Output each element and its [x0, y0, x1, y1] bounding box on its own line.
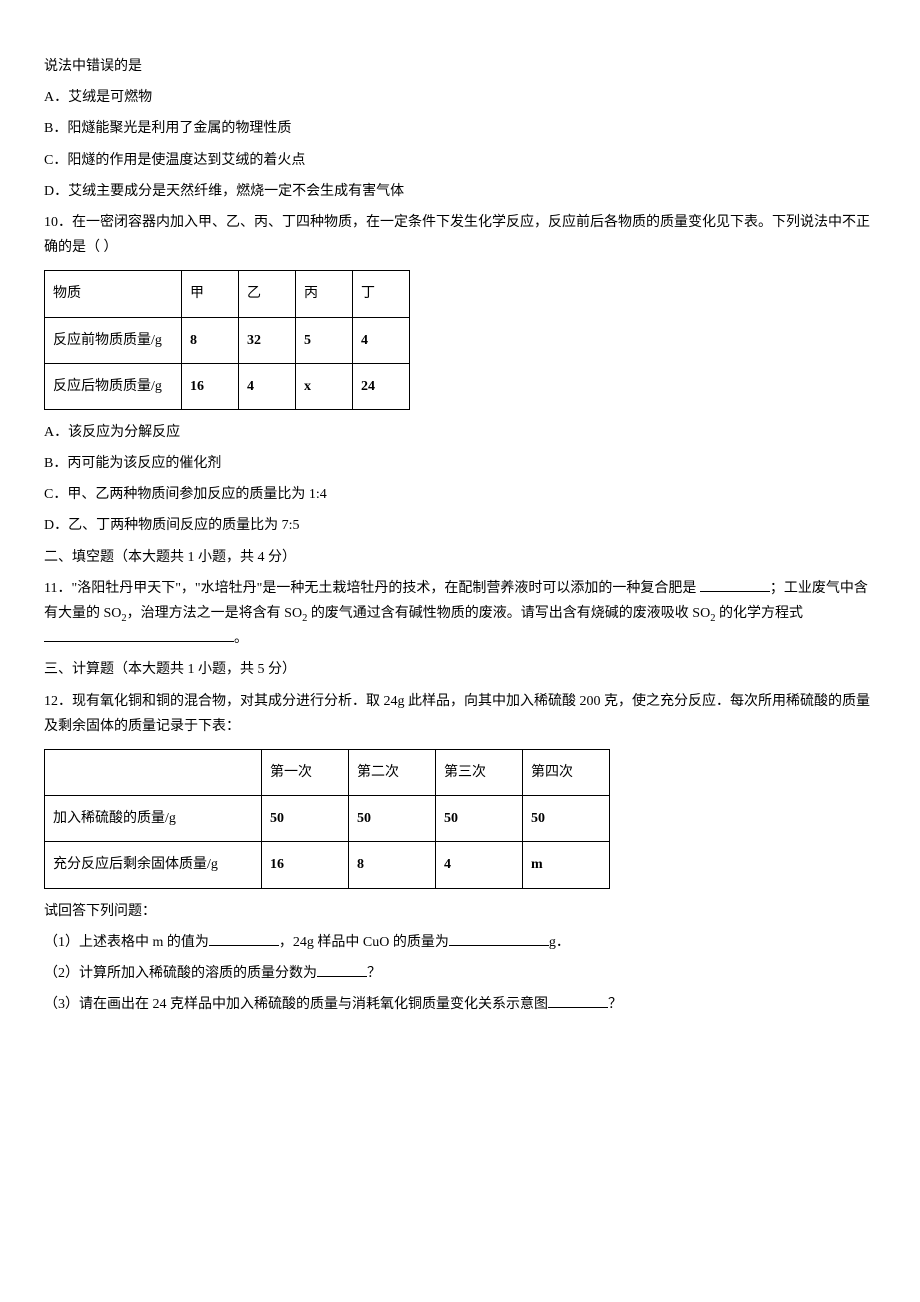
cell: 4 [353, 317, 410, 363]
cell: 24 [353, 363, 410, 409]
cell: x [296, 363, 353, 409]
q10-option-d: D．乙、丁两种物质间反应的质量比为 7:5 [44, 513, 876, 538]
q9-option-c: C．阳燧的作用是使温度达到艾绒的着火点 [44, 148, 876, 173]
q10-option-c: C．甲、乙两种物质间参加反应的质量比为 1:4 [44, 482, 876, 507]
table-row: 反应后物质质量/g 16 4 x 24 [45, 363, 410, 409]
text: ？ [608, 997, 622, 1012]
q11-part5: 的化学方程式 [715, 606, 803, 621]
q9-option-a: A．艾绒是可燃物 [44, 85, 876, 110]
cell: 50 [262, 796, 349, 842]
q11-text: 11．"洛阳牡丹甲天下"，"水培牡丹"是一种无土栽培牡丹的技术，在配制营养液时可… [44, 576, 876, 652]
text: g． [549, 935, 570, 950]
cell: 丙 [296, 271, 353, 317]
table-row: 反应前物质质量/g 8 32 5 4 [45, 317, 410, 363]
cell: 第一次 [262, 749, 349, 795]
text: （1）上述表格中 m 的值为 [44, 935, 209, 950]
q12-after: 试回答下列问题： [44, 899, 876, 924]
cell: 第四次 [523, 749, 610, 795]
q9-option-b: B．阳燧能聚光是利用了金属的物理性质 [44, 116, 876, 141]
q9-intro: 说法中错误的是 [44, 54, 876, 79]
q12-stem: 12．现有氧化铜和铜的混合物，对其成分进行分析．取 24g 此样品，向其中加入稀… [44, 689, 876, 739]
cell: 第二次 [349, 749, 436, 795]
cell: 甲 [182, 271, 239, 317]
blank [700, 591, 770, 592]
q12-table: 第一次 第二次 第三次 第四次 加入稀硫酸的质量/g 50 50 50 50 充… [44, 749, 610, 889]
cell: 反应后物质质量/g [45, 363, 182, 409]
section2-heading: 二、填空题（本大题共 1 小题，共 4 分） [44, 545, 876, 570]
text: （3）请在画出在 24 克样品中加入稀硫酸的质量与消耗氧化铜质量变化关系示意图 [44, 997, 548, 1012]
cell: 物质 [45, 271, 182, 317]
q10-stem: 10．在一密闭容器内加入甲、乙、丙、丁四种物质，在一定条件下发生化学反应，反应前… [44, 210, 876, 260]
q11-part3: ，治理方法之一是将含有 SO [127, 606, 302, 621]
cell: 丁 [353, 271, 410, 317]
q11-part4: 的废气通过含有碱性物质的废液。请写出含有烧碱的废液吸收 SO [307, 606, 710, 621]
blank [548, 1007, 608, 1008]
text: ？ [367, 966, 381, 981]
q11-part1: 11．"洛阳牡丹甲天下"，"水培牡丹"是一种无土栽培牡丹的技术，在配制营养液时可… [44, 581, 696, 596]
section3-heading: 三、计算题（本大题共 1 小题，共 5 分） [44, 657, 876, 682]
blank [44, 641, 234, 642]
cell: 反应前物质质量/g [45, 317, 182, 363]
q12-p3: （3）请在画出在 24 克样品中加入稀硫酸的质量与消耗氧化铜质量变化关系示意图 ？ [44, 992, 876, 1017]
cell: 16 [262, 842, 349, 888]
cell: 16 [182, 363, 239, 409]
cell: 充分反应后剩余固体质量/g [45, 842, 262, 888]
cell: 4 [436, 842, 523, 888]
table-row: 加入稀硫酸的质量/g 50 50 50 50 [45, 796, 610, 842]
table-row: 第一次 第二次 第三次 第四次 [45, 749, 610, 795]
q12-p2: （2）计算所加入稀硫酸的溶质的质量分数为 ？ [44, 961, 876, 986]
q10-table: 物质 甲 乙 丙 丁 反应前物质质量/g 8 32 5 4 反应后物质质量/g … [44, 270, 410, 410]
q11-end: 。 [234, 631, 248, 646]
cell: 乙 [239, 271, 296, 317]
cell: 50 [436, 796, 523, 842]
cell: 第三次 [436, 749, 523, 795]
q10-option-a: A．该反应为分解反应 [44, 420, 876, 445]
cell: 50 [349, 796, 436, 842]
cell [45, 749, 262, 795]
cell: 8 [182, 317, 239, 363]
blank [209, 945, 279, 946]
cell: 4 [239, 363, 296, 409]
q10-option-b: B．丙可能为该反应的催化剂 [44, 451, 876, 476]
table-row: 物质 甲 乙 丙 丁 [45, 271, 410, 317]
text: ，24g 样品中 CuO 的质量为 [279, 935, 449, 950]
table-row: 充分反应后剩余固体质量/g 16 8 4 m [45, 842, 610, 888]
blank [449, 945, 549, 946]
cell: 50 [523, 796, 610, 842]
q9-option-d: D．艾绒主要成分是天然纤维，燃烧一定不会生成有害气体 [44, 179, 876, 204]
cell: 8 [349, 842, 436, 888]
text: （2）计算所加入稀硫酸的溶质的质量分数为 [44, 966, 317, 981]
cell: 5 [296, 317, 353, 363]
cell: 32 [239, 317, 296, 363]
q12-p1: （1）上述表格中 m 的值为 ，24g 样品中 CuO 的质量为 g． [44, 930, 876, 955]
cell: m [523, 842, 610, 888]
cell: 加入稀硫酸的质量/g [45, 796, 262, 842]
blank [317, 976, 367, 977]
